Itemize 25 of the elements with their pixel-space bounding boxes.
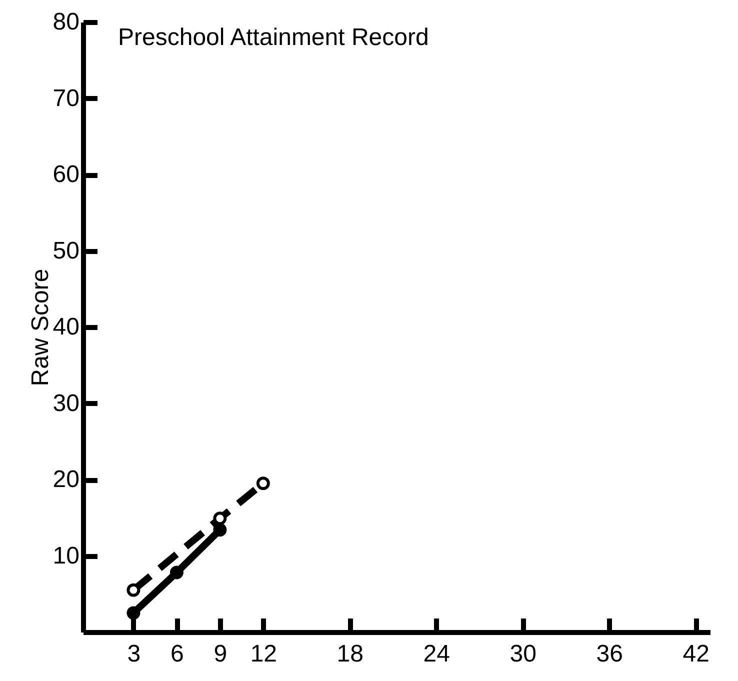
x-tick-label: 18: [336, 640, 364, 668]
y-axis-title: Raw Score: [26, 268, 54, 386]
y-tick-label: 70: [52, 84, 80, 112]
y-tick-label: 10: [52, 542, 80, 570]
x-tick-label: 36: [596, 640, 623, 668]
y-tick-label: 80: [52, 8, 80, 36]
y-tick-label: 20: [52, 466, 80, 493]
x-tick-label: 30: [510, 640, 536, 668]
x-tick-label: 24: [423, 640, 450, 668]
point: [256, 476, 270, 490]
y-tick-label: 60: [52, 161, 80, 188]
point: [213, 523, 227, 537]
chart-title: Preschool Attainment Record: [118, 24, 429, 51]
x-tick-label: 42: [682, 640, 710, 668]
x-tick-label: 3: [127, 640, 141, 668]
point: [126, 583, 140, 597]
y-tick-label: 50: [52, 237, 80, 264]
point: [170, 566, 184, 580]
point: [213, 512, 227, 526]
x-tick-label: 6: [170, 640, 184, 668]
point: [126, 606, 140, 620]
x-tick-label: 12: [250, 640, 278, 668]
y-tick-label: 40: [52, 314, 80, 340]
x-tick-label: 9: [214, 640, 228, 668]
y-tick-label: 30: [52, 390, 80, 417]
